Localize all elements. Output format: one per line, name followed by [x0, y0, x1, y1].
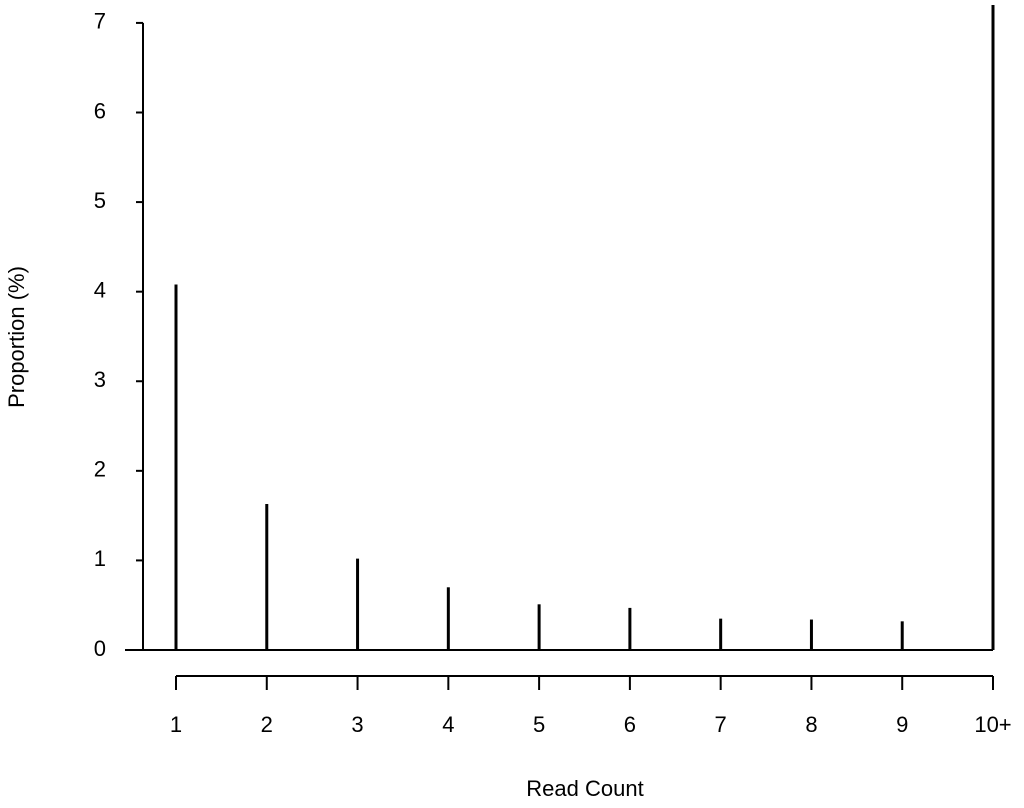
y-tick-label: 5 — [94, 188, 106, 213]
y-tick-label: 6 — [94, 98, 106, 123]
x-tick-label: 1 — [170, 712, 182, 737]
x-tick-label: 6 — [624, 712, 636, 737]
y-tick-label: 3 — [94, 367, 106, 392]
x-tick-label: 4 — [442, 712, 454, 737]
x-tick-label: 5 — [533, 712, 545, 737]
y-axis-label: Proportion (%) — [4, 266, 29, 408]
x-tick-label: 8 — [805, 712, 817, 737]
x-tick-label: 7 — [715, 712, 727, 737]
x-tick-label: 3 — [351, 712, 363, 737]
x-tick-label: 10+ — [974, 712, 1011, 737]
x-axis-label: Read Count — [526, 776, 643, 801]
y-tick-label: 7 — [94, 9, 106, 34]
y-tick-label: 4 — [94, 277, 106, 302]
x-tick-label: 2 — [261, 712, 273, 737]
x-tick-label: 9 — [896, 712, 908, 737]
y-tick-label: 0 — [94, 636, 106, 661]
y-tick-label: 1 — [94, 546, 106, 571]
y-tick-label: 2 — [94, 457, 106, 482]
